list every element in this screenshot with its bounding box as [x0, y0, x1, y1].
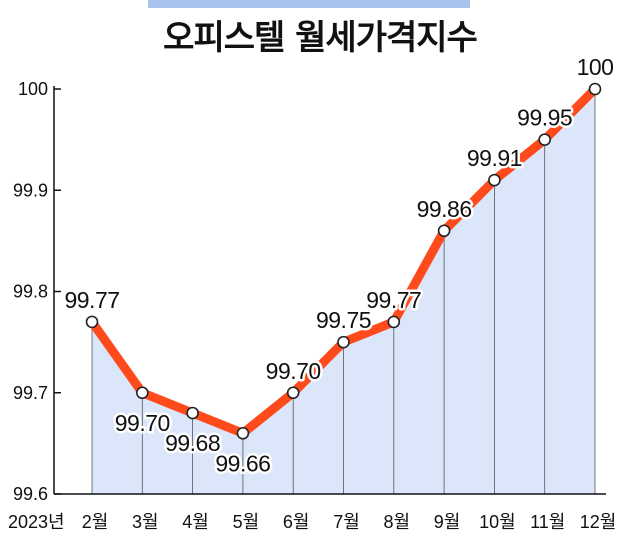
data-point-9 [488, 173, 501, 187]
x-tick-label-10: 11월 [530, 512, 565, 532]
x-year-label: 2023년 [8, 512, 65, 532]
data-label-5: 99.70 [266, 358, 321, 384]
x-tick-label-7: 8월 [384, 512, 411, 532]
x-tick-label-6: 7월 [333, 512, 360, 532]
data-point-4 [236, 426, 250, 440]
y-tick-label-4: 99.9 [13, 180, 48, 200]
data-point-7 [387, 315, 401, 329]
data-label-1: 99.77 [64, 287, 119, 313]
x-tick-label-8: 9월 [434, 512, 461, 532]
data-label-7: 99.77 [366, 287, 421, 313]
data-label-11: 100 [577, 54, 614, 80]
data-label-8: 99.86 [417, 196, 472, 222]
chart-title: 오피스텔 월세가격지수 [163, 18, 478, 58]
data-label-9: 99.91 [467, 145, 522, 171]
data-point-6 [337, 335, 350, 349]
x-tick-label-9: 10월 [479, 512, 516, 532]
x-tick-label-4: 5월 [233, 512, 260, 532]
x-tick-label-2: 3월 [132, 512, 159, 532]
data-point-3 [186, 406, 199, 420]
y-tick-label-3: 99.8 [13, 282, 48, 302]
data-point-8 [437, 224, 451, 238]
header-accent-bar [148, 0, 470, 8]
data-label-6: 99.75 [316, 307, 371, 333]
data-point-2 [136, 386, 149, 400]
y-tick-label-1: 99.6 [13, 484, 48, 504]
data-label-4: 99.66 [215, 450, 270, 476]
x-tick-label-11: 12월 [580, 512, 617, 532]
data-point-10 [538, 133, 552, 146]
x-tick-label-1: 2월 [82, 512, 109, 532]
data-point-1 [85, 315, 99, 329]
y-tick-label-2: 99.7 [13, 383, 48, 403]
data-point-11 [588, 82, 602, 96]
x-tick-label-5: 6월 [283, 512, 310, 532]
data-point-5 [286, 386, 300, 400]
area-fill [92, 89, 595, 494]
x-tick-label-3: 4월 [182, 512, 209, 532]
data-label-3: 99.68 [165, 430, 220, 456]
data-label-2: 99.70 [115, 410, 170, 436]
data-label-10: 99.95 [517, 105, 572, 131]
y-tick-label-5: 100 [18, 79, 48, 99]
